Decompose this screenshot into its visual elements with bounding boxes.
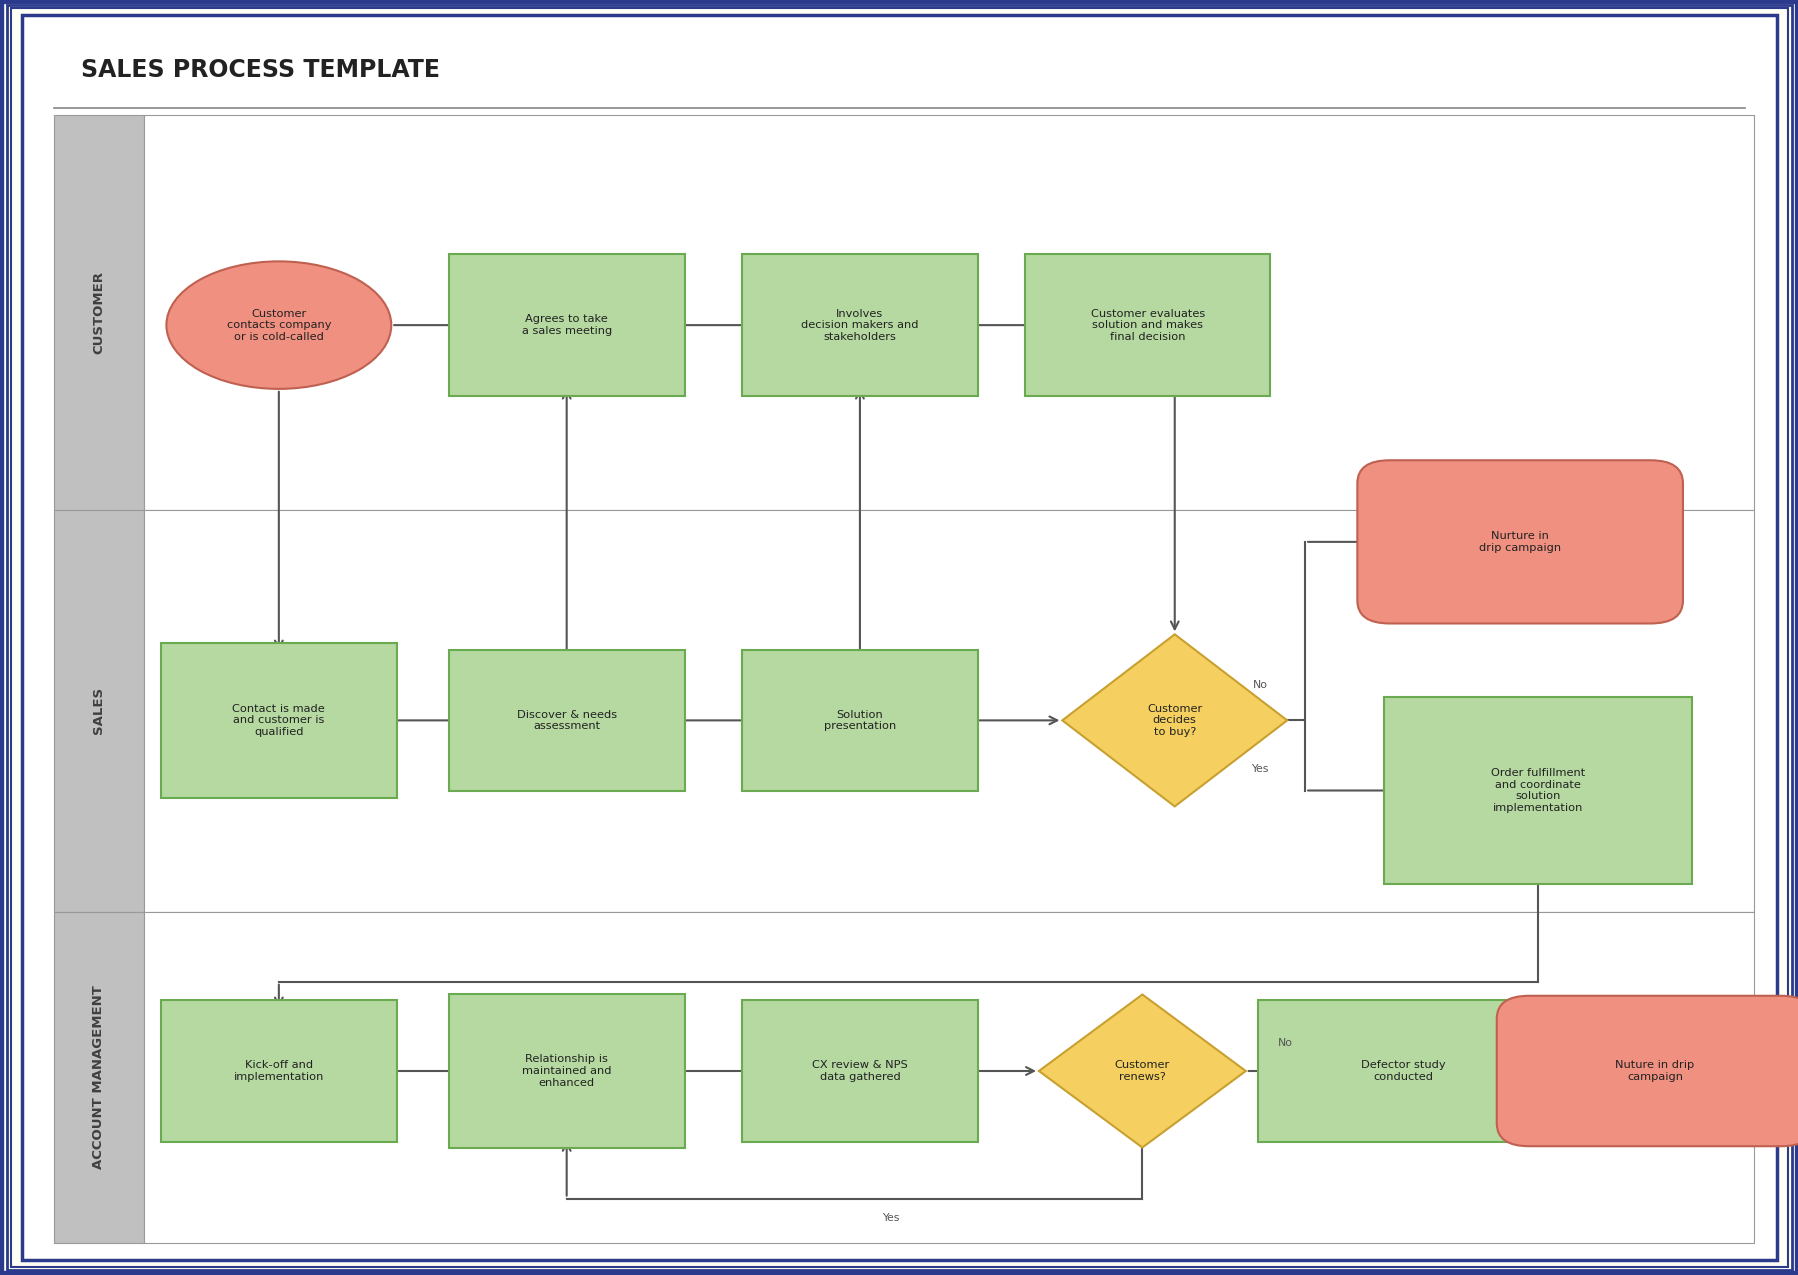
FancyBboxPatch shape — [160, 1000, 396, 1142]
FancyBboxPatch shape — [448, 994, 683, 1148]
FancyBboxPatch shape — [1259, 1000, 1546, 1142]
FancyBboxPatch shape — [448, 255, 683, 397]
FancyBboxPatch shape — [54, 510, 144, 912]
Text: SALES PROCESS TEMPLATE: SALES PROCESS TEMPLATE — [81, 59, 441, 82]
Text: No: No — [1251, 680, 1268, 690]
Text: Discover & needs
assessment: Discover & needs assessment — [516, 710, 617, 731]
FancyBboxPatch shape — [1383, 697, 1690, 884]
FancyBboxPatch shape — [22, 15, 1776, 1260]
Text: Customer
contacts company
or is cold-called: Customer contacts company or is cold-cal… — [227, 309, 331, 342]
FancyBboxPatch shape — [160, 643, 396, 798]
Text: Defector study
conducted: Defector study conducted — [1359, 1061, 1446, 1081]
FancyBboxPatch shape — [54, 115, 144, 510]
FancyBboxPatch shape — [7, 5, 1791, 1270]
Polygon shape — [1061, 635, 1286, 807]
FancyBboxPatch shape — [54, 912, 144, 1243]
Text: Customer
decides
to buy?: Customer decides to buy? — [1147, 704, 1201, 737]
Text: Involves
decision makers and
stakeholders: Involves decision makers and stakeholder… — [800, 309, 919, 342]
Text: Nurture in
drip campaign: Nurture in drip campaign — [1478, 532, 1561, 552]
Text: No: No — [1277, 1038, 1293, 1048]
Text: ACCOUNT MANAGEMENT: ACCOUNT MANAGEMENT — [92, 986, 106, 1169]
FancyBboxPatch shape — [14, 10, 1784, 1265]
Ellipse shape — [165, 261, 392, 389]
FancyBboxPatch shape — [448, 650, 683, 790]
FancyBboxPatch shape — [1356, 460, 1681, 623]
Text: Contact is made
and customer is
qualified: Contact is made and customer is qualifie… — [232, 704, 325, 737]
Text: Yes: Yes — [881, 1213, 899, 1223]
Text: CX review & NPS
data gathered: CX review & NPS data gathered — [811, 1061, 908, 1081]
FancyBboxPatch shape — [144, 115, 1753, 510]
Text: CUSTOMER: CUSTOMER — [92, 270, 106, 354]
FancyBboxPatch shape — [144, 912, 1753, 1243]
Text: SALES: SALES — [92, 687, 106, 734]
FancyBboxPatch shape — [144, 510, 1753, 912]
Text: Nuture in drip
campaign: Nuture in drip campaign — [1615, 1061, 1694, 1081]
Text: Customer
renews?: Customer renews? — [1115, 1061, 1169, 1081]
Text: Agrees to take
a sales meeting: Agrees to take a sales meeting — [521, 315, 611, 335]
FancyBboxPatch shape — [741, 650, 978, 790]
Text: Relationship is
maintained and
enhanced: Relationship is maintained and enhanced — [521, 1054, 611, 1088]
FancyBboxPatch shape — [1025, 255, 1269, 397]
Polygon shape — [1037, 994, 1244, 1148]
Text: Order fulfillment
and coordinate
solution
implementation: Order fulfillment and coordinate solutio… — [1491, 768, 1584, 813]
FancyBboxPatch shape — [741, 1000, 978, 1142]
Text: Kick-off and
implementation: Kick-off and implementation — [234, 1061, 324, 1081]
Text: Solution
presentation: Solution presentation — [823, 710, 895, 731]
FancyBboxPatch shape — [1496, 996, 1798, 1146]
Text: Customer evaluates
solution and makes
final decision: Customer evaluates solution and makes fi… — [1090, 309, 1205, 342]
Text: Yes: Yes — [1251, 764, 1268, 774]
FancyBboxPatch shape — [741, 255, 978, 397]
